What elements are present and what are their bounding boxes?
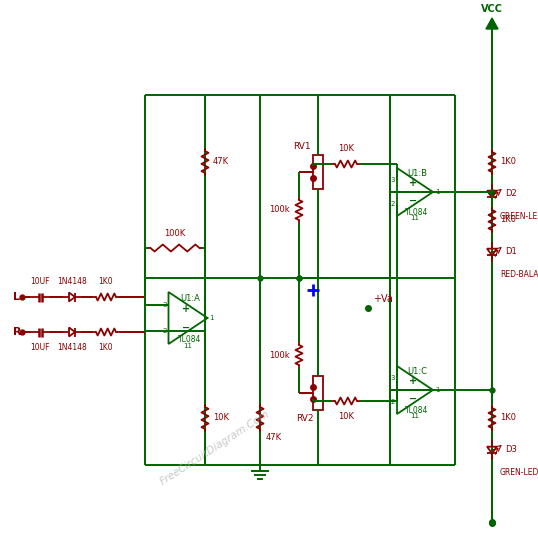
Text: −: − (409, 196, 417, 206)
Text: 10K: 10K (338, 144, 354, 153)
Polygon shape (486, 18, 498, 29)
Text: 10UF: 10UF (30, 343, 49, 352)
Text: 1K0: 1K0 (98, 343, 114, 352)
Text: 1N4148: 1N4148 (57, 343, 87, 352)
Text: +: + (182, 303, 190, 314)
Text: TL084: TL084 (178, 335, 202, 344)
Polygon shape (397, 366, 433, 414)
Text: L: L (13, 292, 20, 302)
Text: 10UF: 10UF (30, 277, 49, 286)
Polygon shape (69, 293, 75, 301)
Text: 1K0: 1K0 (500, 216, 516, 225)
Text: 3: 3 (391, 375, 395, 381)
Text: −: − (409, 393, 417, 404)
Text: 10K: 10K (338, 412, 354, 421)
Text: 11: 11 (410, 413, 420, 419)
Text: TL084: TL084 (405, 208, 429, 217)
Text: 1K0: 1K0 (500, 413, 516, 423)
Text: +: + (409, 376, 417, 386)
Text: RV2: RV2 (296, 414, 314, 423)
Text: +Va: +Va (373, 294, 393, 304)
Text: 1: 1 (435, 387, 440, 393)
Text: D3: D3 (505, 446, 517, 454)
Text: 1: 1 (435, 189, 440, 195)
Text: 47K: 47K (266, 433, 282, 443)
Polygon shape (487, 191, 497, 197)
Text: U1:C: U1:C (407, 367, 427, 376)
Text: D1: D1 (505, 247, 517, 257)
Text: 1K0: 1K0 (500, 157, 516, 167)
Text: RED-BALANCED-LED: RED-BALANCED-LED (500, 270, 538, 279)
Polygon shape (397, 168, 433, 216)
Text: 1N4148: 1N4148 (57, 277, 87, 286)
Text: VCC: VCC (481, 4, 503, 14)
Text: D2: D2 (505, 190, 517, 198)
Text: 3: 3 (162, 302, 166, 308)
Polygon shape (168, 292, 208, 344)
Text: 10K: 10K (213, 413, 229, 423)
Text: RV1: RV1 (293, 142, 310, 151)
Text: 2: 2 (162, 328, 166, 334)
Text: GREN-LED2: GREN-LED2 (500, 468, 538, 477)
Polygon shape (487, 447, 497, 453)
Text: 2: 2 (391, 399, 395, 405)
Text: 100K: 100K (165, 229, 186, 238)
Bar (313, 155, 323, 189)
Polygon shape (487, 248, 497, 255)
Text: 1K0: 1K0 (98, 277, 114, 286)
Polygon shape (69, 328, 75, 336)
Text: FreeCircuitDiagram.Com: FreeCircuitDiagram.Com (158, 409, 271, 487)
Text: 11: 11 (183, 343, 193, 349)
Text: 100k: 100k (270, 350, 290, 360)
Text: 47K: 47K (213, 157, 229, 167)
Text: 11: 11 (410, 215, 420, 221)
Text: TL084: TL084 (405, 406, 429, 414)
Text: 2: 2 (391, 201, 395, 207)
Text: U1:A: U1:A (180, 294, 200, 303)
Text: 3: 3 (391, 177, 395, 183)
Text: −: − (182, 322, 190, 333)
Bar (313, 376, 323, 410)
Text: U1:B: U1:B (407, 169, 427, 178)
Text: 1: 1 (209, 315, 214, 321)
Text: R: R (13, 327, 22, 337)
Text: +: + (409, 178, 417, 188)
Text: GREEN-LED: GREEN-LED (500, 212, 538, 221)
Text: 100k: 100k (270, 205, 290, 215)
